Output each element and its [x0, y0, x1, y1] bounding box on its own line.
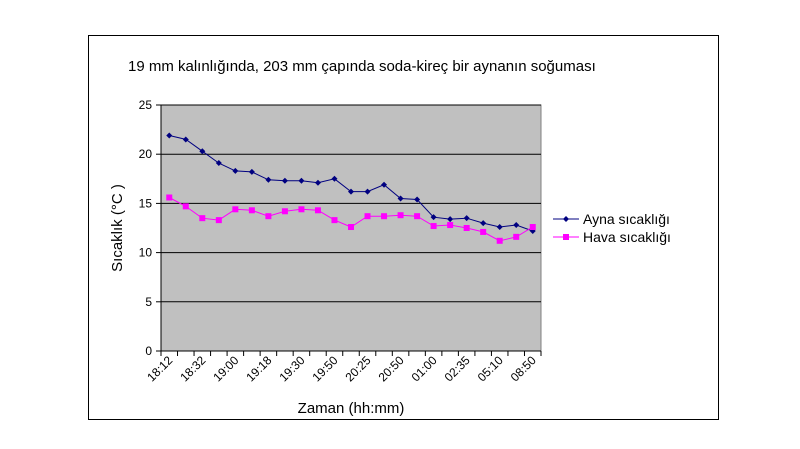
x-tick-label: 19:18 [243, 353, 274, 384]
series-layer [166, 132, 536, 244]
data-point [348, 188, 354, 195]
data-point [182, 136, 189, 143]
chart-frame: 19 mm kalınlığında, 203 mm çapında soda-… [88, 35, 719, 420]
y-tick-label: 20 [139, 147, 153, 161]
data-point [331, 175, 338, 182]
data-point [265, 213, 272, 220]
data-point [364, 188, 371, 195]
data-point [298, 177, 305, 184]
data-point [447, 222, 454, 229]
data-point [215, 160, 222, 167]
data-point [199, 148, 206, 155]
data-point [265, 176, 272, 183]
legend-item: Ayna sıcaklığı [553, 211, 670, 227]
data-point [348, 224, 354, 231]
data-point [248, 168, 255, 175]
y-tick-label: 0 [145, 344, 152, 358]
data-point [314, 179, 321, 186]
x-tick-label: 01:00 [409, 353, 440, 384]
x-tick-label: 18:32 [177, 353, 208, 384]
y-axis: 0 5 10 15 20 25 [139, 98, 162, 358]
y-tick-label: 5 [145, 295, 152, 309]
x-tick-label: 05:10 [475, 353, 506, 384]
legend-label: Ayna sıcaklığı [583, 211, 670, 227]
data-point [480, 228, 487, 235]
x-tick-label: 19:50 [309, 353, 340, 384]
data-point [430, 214, 437, 221]
data-point [166, 194, 173, 201]
data-point [414, 213, 421, 220]
y-axis-title: Sıcaklık (°C ) [109, 184, 126, 272]
data-point [430, 223, 437, 230]
data-point [414, 196, 421, 203]
data-point [447, 216, 454, 223]
x-tick-label: 19:30 [276, 353, 307, 384]
data-point [496, 237, 503, 244]
data-point [298, 206, 305, 213]
series-1 [166, 132, 536, 234]
data-point [281, 177, 288, 184]
data-point [232, 167, 239, 174]
data-point [397, 212, 404, 219]
data-point [281, 208, 288, 215]
data-point [463, 215, 470, 222]
data-point [513, 222, 520, 229]
x-tick-label: 20:50 [376, 353, 407, 384]
y-tick-label: 15 [139, 196, 153, 210]
legend-marker [563, 234, 569, 240]
data-point [480, 220, 487, 227]
x-tick-label: 02:35 [442, 353, 473, 384]
data-point [182, 203, 189, 210]
data-point [364, 213, 371, 220]
data-point [496, 224, 503, 231]
data-point [314, 207, 321, 214]
data-point [463, 225, 470, 231]
data-point [381, 213, 388, 220]
data-point [199, 215, 206, 222]
data-point [513, 233, 520, 240]
data-point [381, 181, 388, 188]
chart-svg: 19 mm kalınlığında, 203 mm çapında soda-… [109, 58, 671, 417]
data-point [529, 224, 536, 231]
series-2 [166, 194, 536, 244]
data-point [166, 132, 173, 139]
x-tick-label: 20:25 [343, 353, 374, 384]
x-axis-title: Zaman (hh:mm) [298, 400, 405, 417]
gridlines [161, 104, 541, 303]
x-axis: 18:12 18:32 19:00 19:18 19:30 19:50 20:25 20:50… [144, 350, 542, 384]
y-tick-label: 10 [139, 246, 153, 260]
chart-title: 19 mm kalınlığında, 203 mm çapında soda-… [128, 58, 596, 75]
legend-item: Hava sıcaklığı [553, 229, 671, 245]
data-point [248, 207, 255, 214]
legend: Ayna sıcaklığı Hava sıcaklığı [553, 211, 671, 245]
legend-label: Hava sıcaklığı [583, 229, 671, 245]
data-point [331, 217, 338, 224]
y-tick-label: 25 [139, 98, 153, 112]
data-point [232, 206, 239, 213]
data-point [397, 195, 404, 202]
x-tick-label: 19:00 [210, 353, 241, 384]
x-tick-label: 08:50 [508, 353, 539, 384]
legend-marker [563, 216, 569, 222]
data-point [215, 217, 222, 224]
